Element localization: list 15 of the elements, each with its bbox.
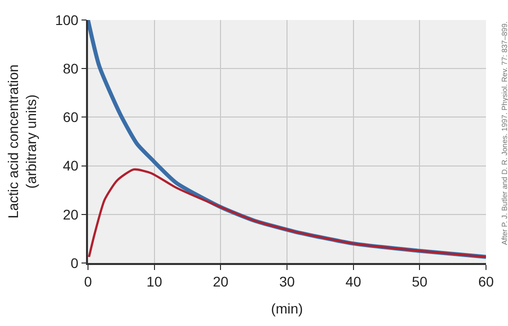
y-tick-label: 80	[62, 60, 79, 76]
x-tick-label: 10	[146, 274, 162, 290]
x-tick-label: 30	[279, 274, 295, 290]
x-axis-title: (min)	[271, 300, 303, 316]
x-tick-label: 40	[346, 274, 362, 290]
y-tick-label: 0	[70, 254, 79, 271]
x-tick-label: 0	[84, 274, 92, 290]
x-tick-label: 50	[412, 274, 428, 290]
x-tick-label: 60	[478, 274, 494, 290]
x-tick-label: 20	[212, 274, 229, 290]
y-axis-title: Lactic acid concentration (arbitrary units)	[4, 64, 40, 219]
y-tick-label: 60	[62, 109, 79, 126]
y-tick-label: 100	[55, 12, 79, 28]
y-tick-label: 40	[62, 158, 79, 174]
y-tick-label: 20	[62, 206, 79, 222]
